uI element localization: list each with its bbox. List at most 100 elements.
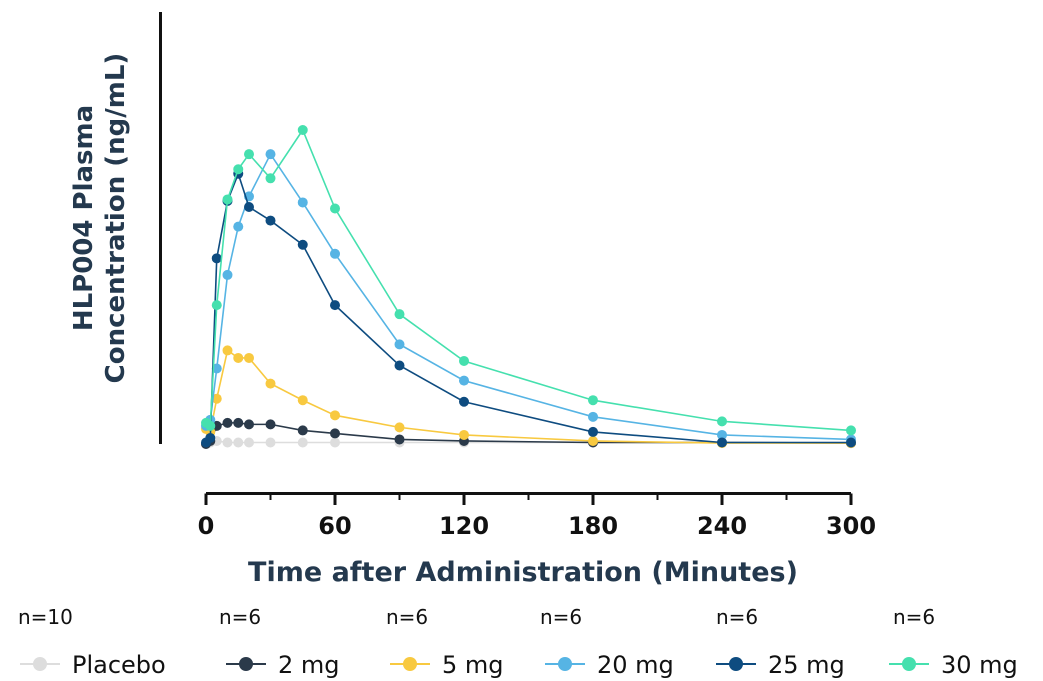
- data-point: [297, 437, 308, 448]
- data-point: [394, 309, 405, 320]
- x-tick-label: 60: [318, 512, 351, 540]
- x-tick-label: 180: [568, 512, 618, 540]
- legend-n-label: n=6: [716, 605, 758, 629]
- data-point: [265, 419, 276, 430]
- data-point: [330, 428, 340, 439]
- data-point: [265, 173, 276, 184]
- data-point: [394, 422, 405, 433]
- data-point: [211, 393, 222, 404]
- legend-label: 20 mg: [597, 651, 674, 679]
- series-line: [205, 349, 851, 444]
- legend-n-label: n=6: [893, 605, 935, 629]
- data-point: [459, 396, 469, 407]
- legend-label: 5 mg: [442, 651, 504, 679]
- legend-item: n=6 2 mg: [219, 605, 340, 679]
- data-point: [297, 239, 308, 250]
- data-point: [459, 429, 469, 440]
- data-point: [330, 437, 340, 448]
- data-point: [233, 221, 244, 232]
- data-point: [846, 425, 856, 436]
- series-30-mg: [201, 125, 856, 436]
- data-point: [265, 215, 276, 226]
- legend-label: 25 mg: [768, 651, 845, 679]
- legend-item: n=6 20 mg: [540, 605, 674, 679]
- data-point: [244, 419, 254, 430]
- data-point: [211, 253, 222, 264]
- data-point: [717, 437, 727, 448]
- data-point: [233, 164, 244, 175]
- data-point: [244, 437, 254, 448]
- legend-n-label: n=6: [219, 605, 261, 629]
- legend-item: n=630 mg: [889, 605, 1018, 679]
- y-axis-label-line2: Concentration (ng/mL): [101, 53, 131, 384]
- y-axis-label-line1: HLP004 Plasma: [69, 105, 99, 331]
- legend-item: n=10 Placebo: [18, 605, 166, 679]
- data-point: [717, 416, 727, 427]
- data-point: [588, 395, 598, 406]
- data-point: [330, 300, 340, 311]
- data-point: [233, 437, 244, 448]
- data-point: [222, 194, 233, 205]
- x-axis-label: Time after Administration (Minutes): [248, 557, 798, 588]
- x-axis-ticks: 0 60 120 180 240 300: [198, 493, 876, 540]
- data-point: [717, 429, 727, 440]
- data-point: [244, 149, 254, 160]
- legend-marker: [33, 657, 47, 671]
- data-point: [459, 355, 469, 366]
- data-point: [244, 352, 254, 363]
- series-line: [205, 152, 852, 441]
- data-point: [394, 339, 405, 350]
- series-line: [205, 128, 852, 432]
- x-tick-label: 300: [826, 512, 876, 540]
- legend-marker: [558, 657, 572, 671]
- legend-n-label: n=6: [386, 605, 428, 629]
- data-point: [394, 434, 405, 445]
- legend: n=10 Placebo n=6 2 mg n=6 5 mg n=6 20 mg n=6 25 m…: [18, 605, 1018, 679]
- legend-n-label: n=6: [540, 605, 582, 629]
- series-line: [205, 171, 851, 444]
- x-tick-label: 240: [697, 512, 747, 540]
- data-point: [297, 197, 308, 208]
- legend-marker: [403, 657, 417, 671]
- legend-marker: [729, 657, 743, 671]
- data-point: [588, 435, 598, 446]
- series-layer: [201, 125, 856, 449]
- data-point: [846, 437, 856, 448]
- data-point: [222, 417, 233, 428]
- x-tick-label: 0: [198, 512, 215, 540]
- y-axis-title: HLP004 Plasma Concentration (ng/mL): [69, 53, 131, 384]
- data-point: [222, 437, 233, 448]
- data-point: [330, 410, 340, 421]
- data-point: [394, 360, 405, 371]
- data-point: [588, 411, 598, 422]
- data-point: [297, 395, 308, 406]
- legend-label: 30 mg: [941, 651, 1018, 679]
- data-point: [205, 432, 216, 443]
- legend-item: n=6 25 mg: [716, 605, 845, 679]
- legend-label: Placebo: [72, 651, 166, 679]
- data-point: [297, 125, 308, 135]
- data-point: [265, 437, 276, 448]
- legend-item: n=6 5 mg: [386, 605, 504, 679]
- legend-n-label: n=10: [18, 605, 73, 629]
- data-point: [588, 426, 598, 437]
- data-point: [265, 378, 276, 389]
- data-point: [233, 352, 244, 363]
- legend-marker: [902, 657, 916, 671]
- legend-marker: [239, 657, 253, 671]
- series-20-mg: [201, 149, 856, 445]
- data-point: [205, 420, 216, 431]
- x-tick-label: 120: [439, 512, 489, 540]
- data-point: [330, 203, 340, 214]
- data-point: [233, 417, 244, 428]
- data-point: [459, 375, 469, 386]
- data-point: [265, 149, 276, 160]
- data-point: [222, 345, 233, 356]
- data-point: [222, 269, 233, 280]
- data-point: [244, 201, 254, 212]
- data-point: [211, 300, 222, 311]
- data-point: [330, 248, 340, 259]
- data-point: [297, 425, 308, 436]
